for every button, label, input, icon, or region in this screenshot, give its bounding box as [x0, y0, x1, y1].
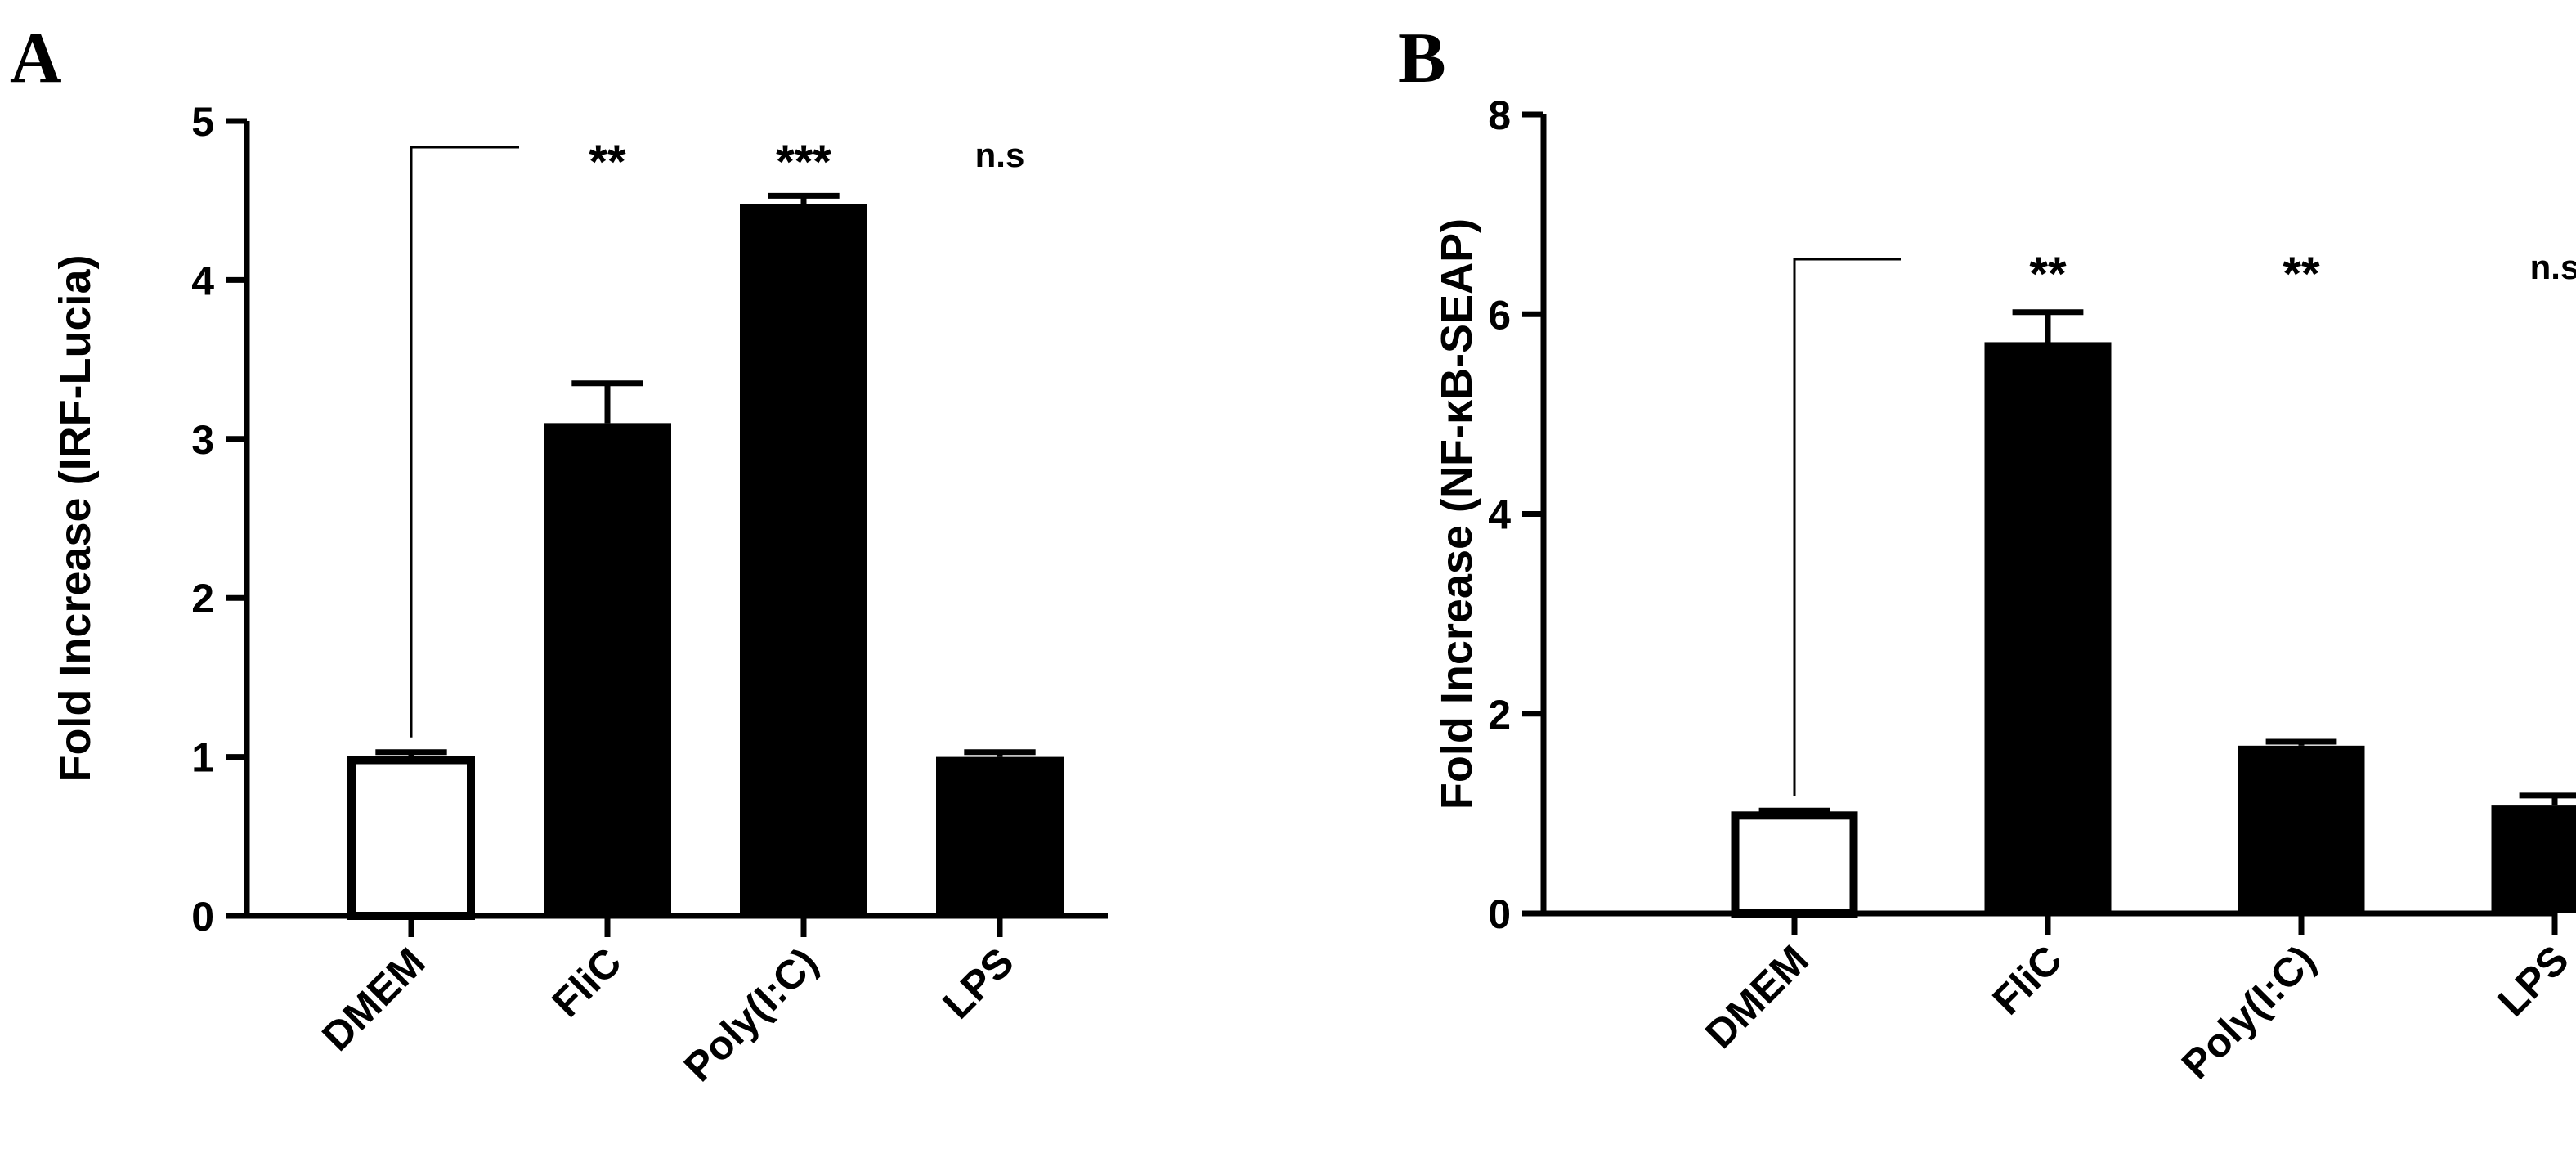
- bar-flic: [1984, 342, 2112, 913]
- x-tick-label: FliC: [1983, 936, 2070, 1023]
- significance-label: **: [2283, 248, 2320, 301]
- y-axis-title: Fold Increase (IRF-Lucia): [51, 254, 100, 782]
- y-tick-label: 5: [191, 99, 214, 145]
- x-tick-label: DMEM: [1696, 936, 1817, 1057]
- panel-label: A: [10, 19, 62, 98]
- x-tick-label: Poly(I:C): [675, 939, 827, 1090]
- y-tick-label: 6: [1488, 292, 1511, 338]
- bar-dmem: [1731, 811, 1858, 918]
- y-tick-label: 0: [1488, 891, 1511, 937]
- y-tick-label: 4: [1488, 492, 1511, 538]
- x-tick-label: DMEM: [313, 939, 434, 1060]
- panel-a: A Fold Increase (IRF-Lucia) 0 1 2 3 4 5 DMEM FliC…: [10, 19, 1108, 1090]
- panel-label: B: [1398, 19, 1446, 98]
- x-tick-label: LPS: [2489, 936, 2576, 1025]
- significance-label: ***: [776, 136, 831, 189]
- y-tick-label: 4: [191, 258, 214, 303]
- comparison-bracket: [1793, 258, 1901, 796]
- y-tick-label: 3: [191, 417, 214, 463]
- significance-label: **: [589, 136, 626, 189]
- significance-label: n.s: [975, 136, 1025, 174]
- bar-lps: [2491, 805, 2576, 913]
- y-tick-label: 1: [191, 735, 214, 781]
- y-axis-title: Fold Increase (NF-κB-SEAP): [1432, 218, 1481, 810]
- comparison-bracket: [410, 146, 519, 738]
- bar-poly-i-c-: [740, 204, 867, 916]
- x-tick-label: LPS: [934, 939, 1022, 1027]
- y-tick-label: 8: [1488, 92, 1511, 138]
- bar-flic: [544, 423, 671, 916]
- significance-label: n.s: [2530, 248, 2576, 286]
- bar-lps: [936, 756, 1064, 916]
- y-tick-label: 2: [1488, 692, 1511, 738]
- bar-dmem: [347, 756, 475, 920]
- bar-poly-i-c-: [2238, 745, 2365, 913]
- x-tick-label: Poly(I:C): [2173, 936, 2324, 1088]
- y-tick-label: 0: [191, 894, 214, 940]
- significance-label: **: [2029, 248, 2067, 301]
- panel-b: B Fold Increase (NF-κB-SEAP) 0 2 4 6 8 DMEM FliC…: [1398, 19, 2576, 1088]
- y-tick-label: 2: [191, 576, 214, 621]
- x-tick-label: FliC: [543, 939, 629, 1025]
